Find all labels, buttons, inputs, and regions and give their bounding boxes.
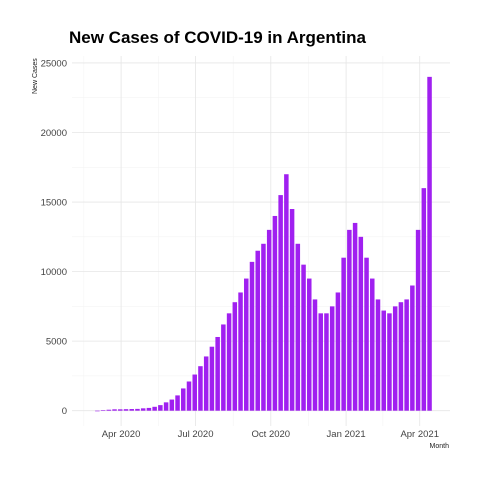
bar [244, 278, 249, 411]
x-axis-title: Month [430, 443, 450, 450]
bar [312, 299, 318, 411]
y-tick-label: 20000 [41, 128, 67, 139]
y-axis-title: New Cases [32, 58, 39, 94]
bar [352, 222, 358, 411]
bar [370, 278, 375, 411]
bar [329, 306, 335, 411]
bar [427, 76, 432, 411]
bar [318, 313, 323, 411]
bar [140, 408, 146, 411]
bar [209, 346, 215, 411]
x-tick-label: Jan 2021 [327, 429, 366, 440]
y-tick-label: 0 [62, 406, 67, 417]
bar [226, 313, 232, 411]
bar [135, 408, 140, 411]
bar [404, 299, 409, 411]
y-tick-label: 15000 [41, 198, 67, 209]
bar [129, 409, 134, 411]
x-tick-label: Oct 2020 [252, 429, 291, 440]
bar [398, 302, 404, 411]
bar [266, 229, 272, 411]
bar [95, 410, 100, 412]
bar [106, 409, 112, 411]
bar [261, 243, 266, 411]
bar [192, 374, 197, 411]
bar [152, 406, 157, 411]
y-tick-label: 10000 [41, 267, 67, 278]
bar [255, 250, 260, 411]
bar [415, 229, 421, 411]
bar [387, 313, 392, 411]
x-tick-label: Apr 2021 [400, 429, 439, 440]
bar [375, 299, 381, 411]
bar [301, 264, 306, 411]
bar [215, 336, 220, 411]
bar [175, 395, 180, 411]
bar [198, 366, 203, 411]
bar [347, 229, 352, 411]
bar [112, 409, 117, 411]
y-tick-label: 25000 [41, 58, 67, 69]
bar [324, 313, 329, 411]
bar [203, 356, 209, 411]
bar [358, 236, 364, 411]
tick-labels: 0 5000 10000 15000 20000 25000 Apr 2020 Jul 202… [41, 58, 439, 440]
bars [95, 76, 432, 412]
bar [278, 195, 283, 411]
x-tick-label: Apr 2020 [102, 429, 141, 440]
bar [163, 402, 169, 411]
bar [169, 399, 175, 411]
bar [186, 381, 192, 411]
bar [392, 306, 398, 411]
y-tick-label: 5000 [46, 337, 67, 348]
bar [284, 174, 289, 411]
chart-title: New Cases of COVID-19 in Argentina [69, 28, 366, 47]
bar [158, 405, 163, 411]
bar [123, 409, 129, 411]
bar [410, 285, 415, 411]
bar [421, 188, 427, 411]
bar [335, 292, 341, 411]
bar [249, 261, 255, 411]
bar [289, 209, 295, 411]
bar [181, 388, 186, 411]
bar [381, 310, 386, 411]
bar [118, 409, 123, 411]
bar [364, 257, 369, 411]
x-tick-label: Jul 2020 [178, 429, 214, 440]
bar [146, 407, 152, 411]
bar [232, 302, 238, 411]
bar [341, 257, 346, 411]
bar [295, 243, 301, 411]
bar [221, 324, 226, 411]
bar [100, 410, 106, 411]
bar [238, 292, 243, 411]
bar [272, 215, 278, 411]
bar [307, 278, 312, 411]
